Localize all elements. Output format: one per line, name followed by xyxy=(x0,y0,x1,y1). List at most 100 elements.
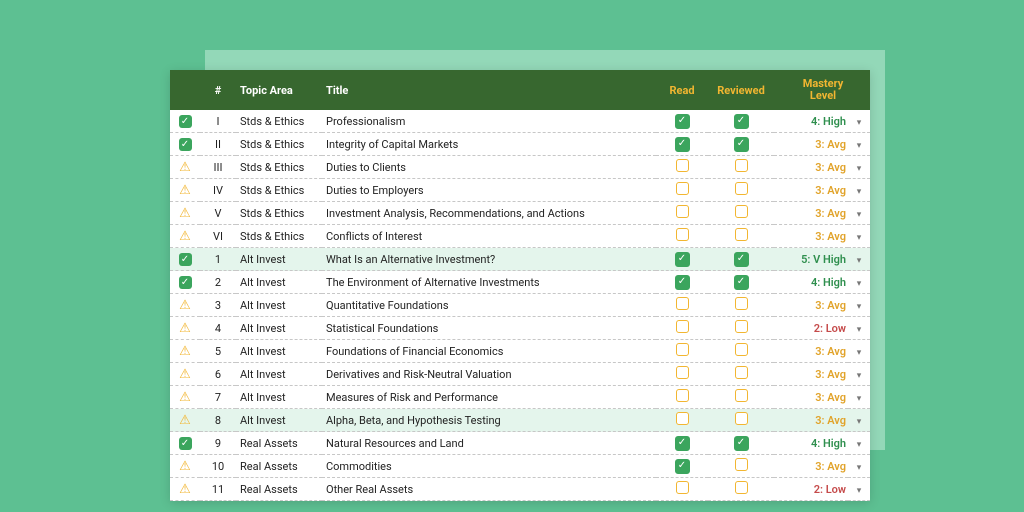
row-number: VI xyxy=(200,225,236,248)
mastery-level[interactable]: 3: Avg xyxy=(815,184,846,197)
reviewed-checkbox[interactable] xyxy=(735,297,748,310)
mastery-level[interactable]: 3: Avg xyxy=(815,299,846,312)
mastery-level[interactable]: 3: Avg xyxy=(815,161,846,174)
chevron-down-icon[interactable]: ▾ xyxy=(857,141,862,151)
row-title: Integrity of Capital Markets xyxy=(322,133,656,156)
mastery-level[interactable]: 3: Avg xyxy=(815,460,846,473)
chevron-down-icon[interactable]: ▾ xyxy=(857,302,862,312)
row-title: Derivatives and Risk-Neutral Valuation xyxy=(322,363,656,386)
chevron-down-icon[interactable]: ▾ xyxy=(857,486,862,496)
mastery-level[interactable]: 3: Avg xyxy=(815,207,846,220)
study-tracker-panel: # Topic Area Title Read Reviewed Mastery… xyxy=(170,70,870,501)
read-checkbox[interactable]: ✓ xyxy=(675,114,690,129)
warning-icon: ⚠ xyxy=(179,483,191,496)
row-title: Commodities xyxy=(322,455,656,478)
read-checkbox[interactable] xyxy=(676,481,689,494)
table-row: ⚠VIStds & EthicsConflicts of Interest3: … xyxy=(170,225,870,248)
reviewed-checkbox[interactable] xyxy=(735,343,748,356)
row-topic: Real Assets xyxy=(236,432,322,455)
mastery-level[interactable]: 4: High xyxy=(811,276,846,289)
row-topic: Alt Invest xyxy=(236,409,322,432)
table-row: ⚠5Alt InvestFoundations of Financial Eco… xyxy=(170,340,870,363)
mastery-level[interactable]: 3: Avg xyxy=(815,230,846,243)
read-checkbox[interactable] xyxy=(676,366,689,379)
header-num: # xyxy=(200,70,236,110)
chevron-down-icon[interactable]: ▾ xyxy=(857,210,862,220)
read-checkbox[interactable] xyxy=(676,412,689,425)
mastery-level[interactable]: 3: Avg xyxy=(815,138,846,151)
read-checkbox[interactable] xyxy=(676,182,689,195)
reviewed-checkbox[interactable] xyxy=(735,458,748,471)
chevron-down-icon[interactable]: ▾ xyxy=(857,256,862,266)
mastery-level[interactable]: 4: High xyxy=(811,437,846,450)
reviewed-checkbox[interactable] xyxy=(735,481,748,494)
read-checkbox[interactable]: ✓ xyxy=(675,436,690,451)
read-checkbox[interactable]: ✓ xyxy=(675,137,690,152)
table-row: ⚠IVStds & EthicsDuties to Employers3: Av… xyxy=(170,179,870,202)
chevron-down-icon[interactable]: ▾ xyxy=(857,233,862,243)
reviewed-checkbox[interactable] xyxy=(735,366,748,379)
reviewed-checkbox[interactable] xyxy=(735,228,748,241)
mastery-level[interactable]: 3: Avg xyxy=(815,391,846,404)
study-tracker-table: # Topic Area Title Read Reviewed Mastery… xyxy=(170,70,870,501)
chevron-down-icon[interactable]: ▾ xyxy=(857,463,862,473)
warning-icon: ⚠ xyxy=(179,161,191,174)
chevron-down-icon[interactable]: ▾ xyxy=(857,118,862,128)
reviewed-checkbox[interactable]: ✓ xyxy=(734,114,749,129)
reviewed-checkbox[interactable] xyxy=(735,159,748,172)
read-checkbox[interactable] xyxy=(676,320,689,333)
read-checkbox[interactable] xyxy=(676,159,689,172)
read-checkbox[interactable]: ✓ xyxy=(675,459,690,474)
row-topic: Alt Invest xyxy=(236,271,322,294)
table-row: ✓IIStds & EthicsIntegrity of Capital Mar… xyxy=(170,133,870,156)
row-topic: Alt Invest xyxy=(236,248,322,271)
read-checkbox[interactable]: ✓ xyxy=(675,252,690,267)
reviewed-checkbox[interactable]: ✓ xyxy=(734,436,749,451)
reviewed-checkbox[interactable] xyxy=(735,205,748,218)
row-number: 7 xyxy=(200,386,236,409)
row-topic: Stds & Ethics xyxy=(236,133,322,156)
row-title: Professionalism xyxy=(322,110,656,133)
read-checkbox[interactable]: ✓ xyxy=(675,275,690,290)
mastery-level[interactable]: 3: Avg xyxy=(815,345,846,358)
mastery-level[interactable]: 3: Avg xyxy=(815,414,846,427)
warning-icon: ⚠ xyxy=(179,299,191,312)
check-icon: ✓ xyxy=(179,138,192,151)
reviewed-checkbox[interactable] xyxy=(735,182,748,195)
row-title: The Environment of Alternative Investmen… xyxy=(322,271,656,294)
read-checkbox[interactable] xyxy=(676,228,689,241)
reviewed-checkbox[interactable]: ✓ xyxy=(734,275,749,290)
reviewed-checkbox[interactable] xyxy=(735,412,748,425)
row-title: Alpha, Beta, and Hypothesis Testing xyxy=(322,409,656,432)
reviewed-checkbox[interactable]: ✓ xyxy=(734,252,749,267)
mastery-level[interactable]: 4: High xyxy=(811,115,846,128)
row-topic: Stds & Ethics xyxy=(236,202,322,225)
chevron-down-icon[interactable]: ▾ xyxy=(857,348,862,358)
chevron-down-icon[interactable]: ▾ xyxy=(857,187,862,197)
reviewed-checkbox[interactable] xyxy=(735,320,748,333)
chevron-down-icon[interactable]: ▾ xyxy=(857,371,862,381)
chevron-down-icon[interactable]: ▾ xyxy=(857,279,862,289)
reviewed-checkbox[interactable]: ✓ xyxy=(734,137,749,152)
mastery-level[interactable]: 2: Low xyxy=(814,322,846,335)
chevron-down-icon[interactable]: ▾ xyxy=(857,394,862,404)
mastery-level[interactable]: 5: V High xyxy=(801,253,846,266)
reviewed-checkbox[interactable] xyxy=(735,389,748,402)
chevron-down-icon[interactable]: ▾ xyxy=(857,325,862,335)
header-reviewed: Reviewed xyxy=(708,70,774,110)
read-checkbox[interactable] xyxy=(676,389,689,402)
row-topic: Alt Invest xyxy=(236,363,322,386)
read-checkbox[interactable] xyxy=(676,205,689,218)
mastery-level[interactable]: 3: Avg xyxy=(815,368,846,381)
header-read: Read xyxy=(656,70,708,110)
read-checkbox[interactable] xyxy=(676,297,689,310)
row-topic: Alt Invest xyxy=(236,386,322,409)
mastery-level[interactable]: 2: Low xyxy=(814,483,846,496)
chevron-down-icon[interactable]: ▾ xyxy=(857,164,862,174)
read-checkbox[interactable] xyxy=(676,343,689,356)
row-title: Natural Resources and Land xyxy=(322,432,656,455)
row-topic: Alt Invest xyxy=(236,317,322,340)
chevron-down-icon[interactable]: ▾ xyxy=(857,417,862,427)
chevron-down-icon[interactable]: ▾ xyxy=(857,440,862,450)
row-title: Duties to Employers xyxy=(322,179,656,202)
